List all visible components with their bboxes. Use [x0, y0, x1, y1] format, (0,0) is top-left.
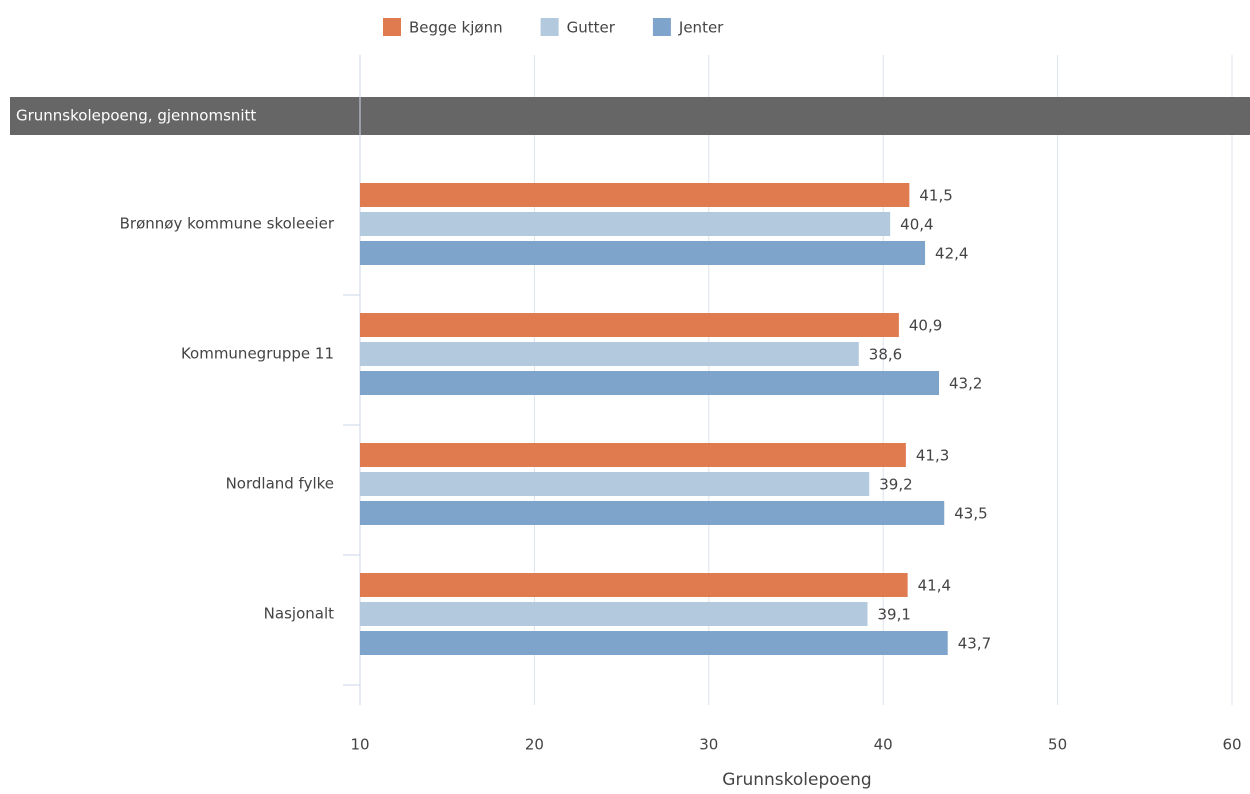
legend-label: Jenter: [678, 19, 724, 37]
bar: [360, 313, 899, 337]
x-tick-label: 30: [699, 736, 718, 754]
data-label: 41,5: [919, 187, 952, 205]
data-label: 40,9: [909, 317, 942, 335]
x-tick-label: 10: [350, 736, 369, 754]
y-tick-label: Kommunegruppe 11: [181, 345, 334, 363]
x-tick-label: 20: [525, 736, 544, 754]
bar: [360, 472, 870, 496]
section-label: Grunnskolepoeng, gjennomsnitt: [16, 107, 256, 125]
x-tick-label: 40: [874, 736, 893, 754]
data-label: 39,1: [878, 606, 911, 624]
data-label: 39,2: [879, 476, 912, 494]
data-label: 42,4: [935, 245, 968, 263]
legend-swatch: [652, 18, 671, 36]
data-label: 41,3: [916, 447, 949, 465]
y-tick-label: Nasjonalt: [264, 605, 334, 623]
legend-swatch: [540, 18, 559, 36]
bar: [360, 183, 910, 207]
data-label: 43,5: [954, 505, 987, 523]
data-label: 41,4: [918, 577, 951, 595]
legend-label: Begge kjønn: [409, 19, 503, 37]
data-label: 43,2: [949, 375, 982, 393]
legend-swatch: [383, 18, 401, 36]
legend-label: Gutter: [567, 19, 616, 37]
bar: [360, 342, 859, 366]
bar: [360, 573, 908, 597]
x-tick-label: 50: [1048, 736, 1067, 754]
y-tick-label: Nordland fylke: [226, 475, 334, 493]
y-tick-label: Brønnøy kommune skoleeier: [120, 215, 335, 233]
section-header: [10, 97, 1250, 135]
bar: [360, 501, 945, 525]
bar: [360, 631, 948, 655]
data-label: 40,4: [900, 216, 933, 234]
bar: [360, 212, 891, 236]
data-label: 43,7: [958, 635, 991, 653]
x-axis-label: Grunnskolepoeng: [722, 770, 871, 790]
bar: [360, 241, 926, 265]
bar: [360, 371, 940, 395]
bar: [360, 443, 906, 467]
x-tick-label: 60: [1222, 736, 1241, 754]
data-label: 38,6: [869, 346, 902, 364]
bar: [360, 602, 868, 626]
